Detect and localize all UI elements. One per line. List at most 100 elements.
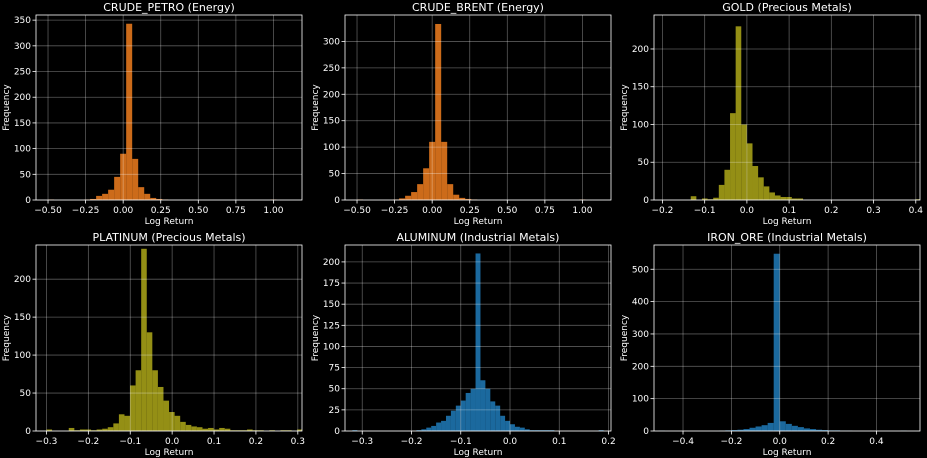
chart-title: PLATINUM (Precious Metals) <box>92 231 245 244</box>
histogram-bar <box>755 426 762 431</box>
histogram-bar <box>791 425 798 431</box>
histogram-bar <box>500 415 506 431</box>
histogram-bar <box>465 392 471 431</box>
bars <box>352 253 604 431</box>
y-tick-label: 0 <box>25 427 31 437</box>
histogram-bar <box>417 184 424 200</box>
histogram-bar <box>132 158 139 200</box>
y-axis-label: Frequency <box>620 84 630 131</box>
histogram-bar <box>138 187 145 200</box>
y-tick-label: 200 <box>632 45 649 55</box>
x-tick-label: 0.50 <box>188 206 208 216</box>
y-tick-label: 50 <box>329 385 341 395</box>
y-tick-label: 100 <box>14 351 31 361</box>
histogram-bar <box>208 427 214 431</box>
histogram-bar <box>399 198 406 200</box>
x-tick-label: 0.25 <box>151 206 171 216</box>
chart-title: ALUMINUM (Industrial Metals) <box>397 231 560 244</box>
y-tick-label: 250 <box>323 64 340 74</box>
bars <box>46 248 302 431</box>
x-tick-label: 0.2 <box>824 206 838 216</box>
axes-frame <box>344 244 612 432</box>
histogram-bar <box>470 388 476 431</box>
x-tick-label: 1.00 <box>263 206 283 216</box>
x-tick-label: 0.2 <box>821 437 835 447</box>
chart-panel-2: −0.50 −0.25 0.00 0.25 0.50 0.75 1.00 0 50 100 150 2… <box>311 1 612 227</box>
histogram-bar <box>141 248 147 431</box>
histogram-bar <box>352 430 358 431</box>
histogram-bar <box>459 197 466 200</box>
histogram-bar <box>774 195 781 200</box>
histogram-bar <box>475 253 481 431</box>
histogram-bar <box>780 196 787 200</box>
histogram-bar <box>773 253 780 431</box>
x-axis-label: Log Return <box>454 217 503 227</box>
y-tick-label: 125 <box>323 321 340 331</box>
x-axis-label: Log Return <box>145 448 194 458</box>
histogram-bar <box>180 421 186 431</box>
histogram-bar <box>505 420 511 431</box>
histogram-bar <box>779 421 786 431</box>
y-tick-label: 0 <box>643 196 649 206</box>
histogram-bar <box>460 400 466 431</box>
histogram-bar <box>108 189 115 200</box>
x-tick-label: −0.50 <box>343 206 371 216</box>
histogram-bar <box>519 427 525 431</box>
y-tick-label: 200 <box>14 275 31 285</box>
histogram-bar <box>150 197 157 200</box>
y-axis-label: Frequency <box>2 314 12 361</box>
histogram-bar <box>816 429 823 431</box>
y-tick-label: 250 <box>14 68 31 78</box>
axes-frame <box>653 244 921 432</box>
histogram-bar <box>453 194 460 200</box>
histogram-bar <box>102 193 109 200</box>
histogram-bar <box>130 385 136 431</box>
x-tick-label: 0.3 <box>866 206 880 216</box>
y-tick-label: 100 <box>632 120 649 130</box>
y-tick-label: 100 <box>323 342 340 352</box>
histogram-bar <box>146 332 153 431</box>
axes-frame <box>35 244 303 432</box>
x-tick-label: 0.50 <box>497 206 517 216</box>
histogram-bar <box>544 430 550 431</box>
histogram-bar <box>455 405 461 431</box>
y-tick-label: 150 <box>632 83 649 93</box>
y-tick-label: 200 <box>323 90 340 100</box>
histogram-bar <box>797 198 804 200</box>
chart-panel-1: −0.50 −0.25 0.00 0.25 0.50 0.75 1.00 0 50 100 150 2… <box>2 1 303 227</box>
x-tick-label: 0.0 <box>740 206 755 216</box>
x-tick-label: −0.4 <box>672 437 694 447</box>
histogram-bar <box>445 415 451 431</box>
histogram-bar <box>169 412 175 431</box>
histogram-bar <box>118 414 125 431</box>
histogram-bar <box>202 428 209 431</box>
histogram-bar <box>713 197 719 200</box>
histogram-bar <box>144 193 151 200</box>
y-tick-label: 100 <box>323 143 340 153</box>
histogram-bar <box>224 428 231 431</box>
histogram-bar <box>79 429 86 431</box>
histogram-bar <box>219 427 225 431</box>
x-tick-label: 0.0 <box>503 437 518 447</box>
x-tick-label: −0.3 <box>36 437 58 447</box>
histogram-bar <box>429 141 436 200</box>
histogram-bar <box>85 429 92 431</box>
y-tick-label: 0 <box>25 196 31 206</box>
y-tick-label: 500 <box>632 265 649 275</box>
y-tick-label: 400 <box>632 298 649 308</box>
y-axis-label: Frequency <box>311 314 321 361</box>
y-tick-label: 300 <box>632 330 649 340</box>
histogram-bar <box>96 195 103 200</box>
x-tick-label: 0.75 <box>226 206 246 216</box>
histogram-bar <box>761 425 768 431</box>
x-tick-label: −0.1 <box>694 206 716 216</box>
histogram-bar <box>152 370 158 431</box>
y-tick-label: 25 <box>329 406 340 416</box>
y-tick-label: 50 <box>20 389 32 399</box>
y-tick-label: 50 <box>20 170 32 180</box>
histogram-bar <box>763 186 770 200</box>
x-tick-label: −0.50 <box>34 206 62 216</box>
y-tick-label: 50 <box>329 170 341 180</box>
histogram-bar <box>426 427 432 431</box>
